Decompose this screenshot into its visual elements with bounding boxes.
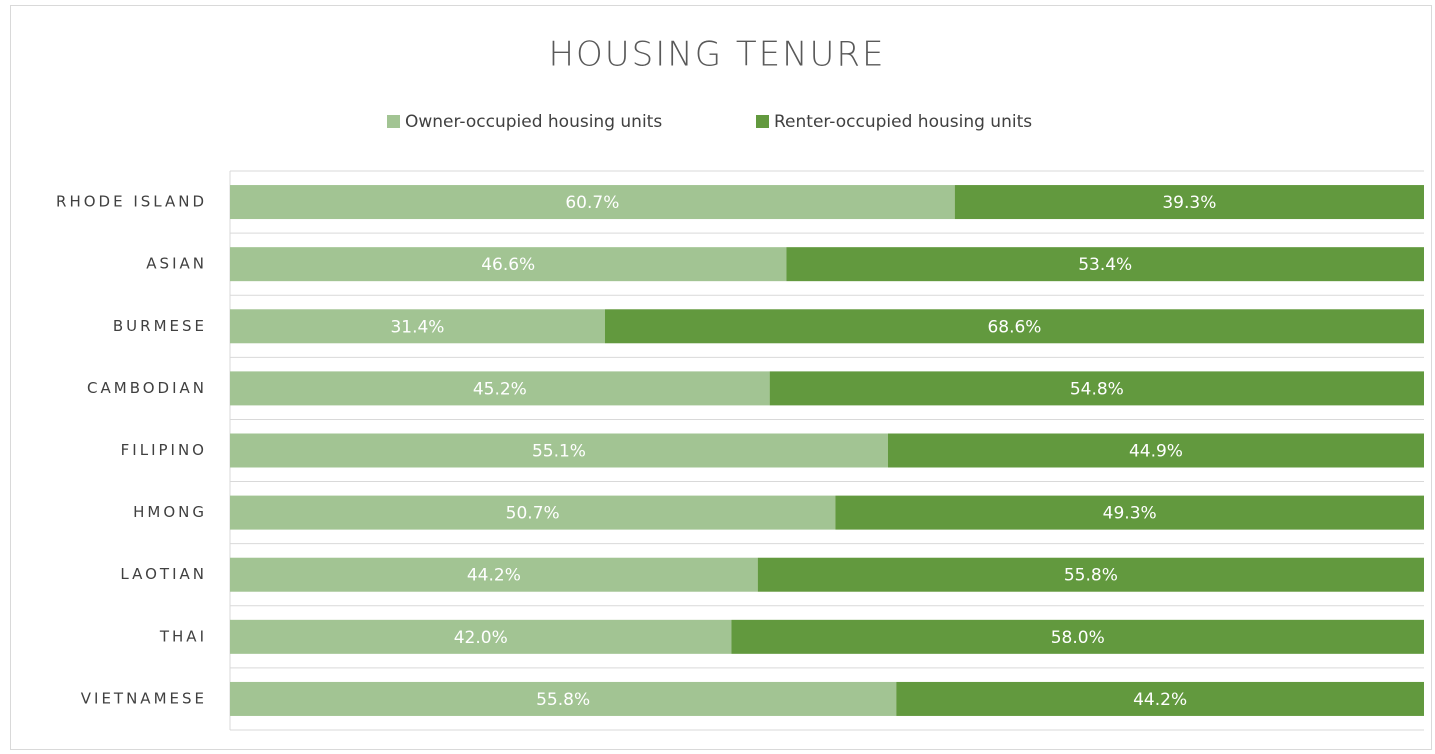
- bar-segment: [954, 185, 1424, 220]
- bar-segment: [835, 495, 1424, 530]
- value-label: 54.8%: [1070, 379, 1124, 399]
- legend-label: Renter-occupied housing units: [774, 112, 1032, 132]
- y-tick-label: VIETNAMESE: [81, 689, 207, 707]
- value-label: 60.7%: [565, 193, 619, 213]
- bar-segment: [604, 309, 1424, 344]
- y-tick-label: FILIPINO: [121, 441, 207, 459]
- value-label: 55.8%: [536, 690, 590, 710]
- bar-segment: [230, 495, 836, 530]
- bar-segment: [230, 247, 787, 282]
- bar-segment: [230, 433, 888, 468]
- y-tick-label: BURMESE: [113, 317, 207, 335]
- value-label: 53.4%: [1078, 255, 1132, 275]
- bar-segment: [230, 309, 605, 344]
- bar-segment: [230, 371, 770, 406]
- legend-swatch: [756, 115, 769, 128]
- legend-swatch: [387, 115, 400, 128]
- bar-segment: [230, 185, 955, 220]
- value-label: 39.3%: [1162, 193, 1216, 213]
- y-tick-label: CAMBODIAN: [87, 379, 207, 397]
- bar-segment: [887, 433, 1424, 468]
- y-tick-label: THAI: [159, 627, 207, 645]
- value-label: 42.0%: [454, 628, 508, 648]
- bar-segment: [230, 619, 732, 654]
- bar-segment: [769, 371, 1424, 406]
- value-label: 68.6%: [987, 317, 1041, 337]
- bar-segment: [230, 681, 897, 716]
- value-label: 55.1%: [532, 442, 586, 462]
- chart-title: HOUSING TENURE: [548, 35, 885, 75]
- value-label: 45.2%: [473, 379, 527, 399]
- y-tick-label: LAOTIAN: [120, 565, 207, 583]
- bar-segment: [786, 247, 1424, 282]
- legend-label: Owner-occupied housing units: [405, 112, 662, 132]
- bar-segment: [896, 681, 1424, 716]
- bar-segment: [731, 619, 1424, 654]
- value-label: 44.9%: [1129, 442, 1183, 462]
- value-label: 46.6%: [481, 255, 535, 275]
- bar-segment: [757, 557, 1424, 592]
- y-tick-label: RHODE ISLAND: [56, 193, 207, 211]
- value-label: 49.3%: [1103, 504, 1157, 524]
- y-tick-label: HMONG: [133, 503, 207, 521]
- value-label: 55.8%: [1064, 566, 1118, 586]
- value-label: 44.2%: [467, 566, 521, 586]
- y-tick-label: ASIAN: [146, 255, 207, 273]
- value-label: 31.4%: [390, 317, 444, 337]
- value-label: 50.7%: [506, 504, 560, 524]
- bar-segment: [230, 557, 758, 592]
- value-label: 58.0%: [1051, 628, 1105, 648]
- value-label: 44.2%: [1133, 690, 1187, 710]
